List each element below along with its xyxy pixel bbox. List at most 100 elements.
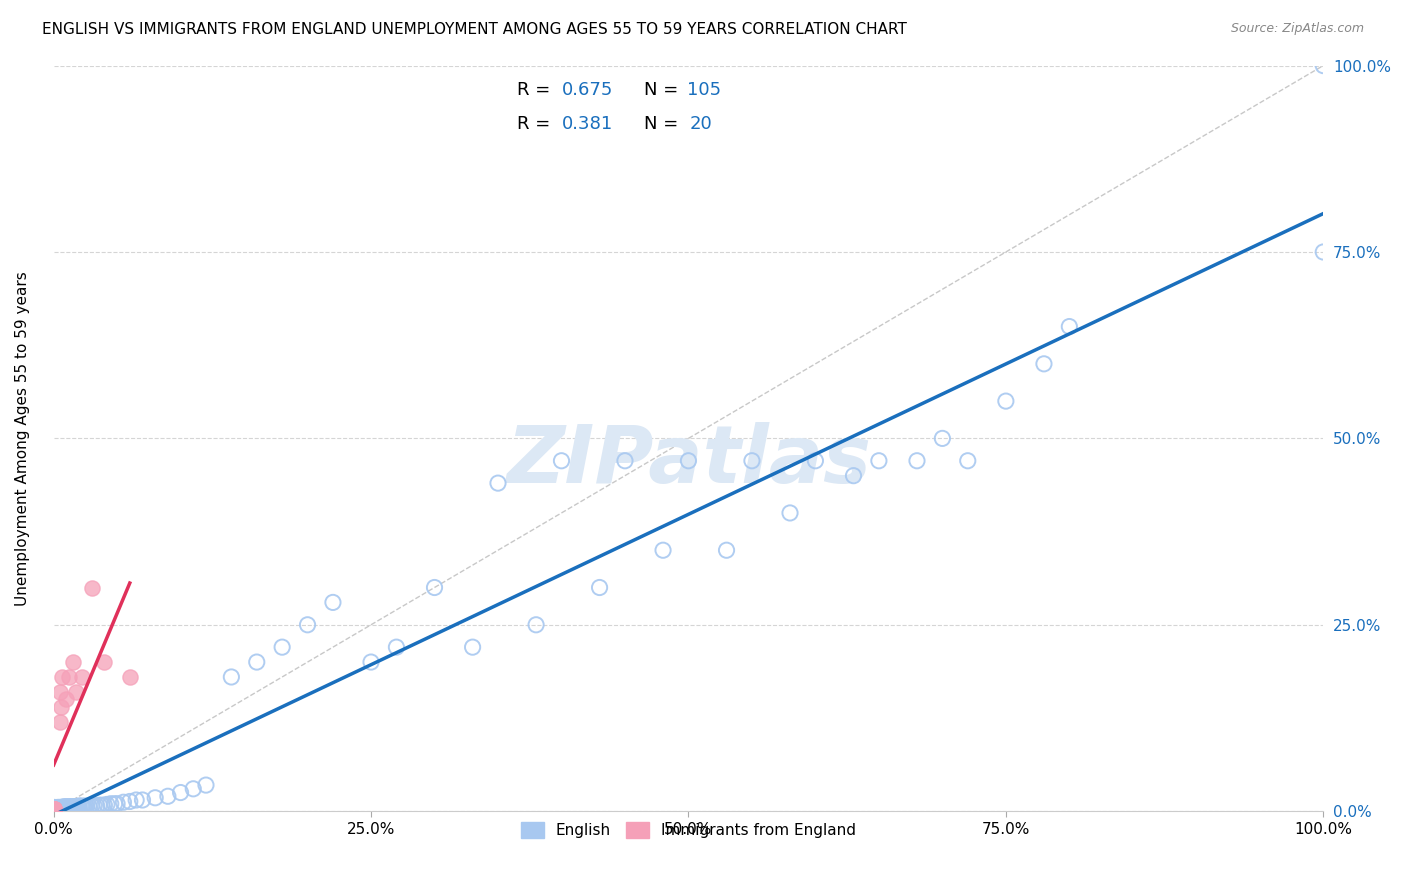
Point xyxy=(59,799,82,814)
Point xyxy=(42,802,65,816)
Point xyxy=(42,800,65,814)
Point xyxy=(48,800,70,814)
Point xyxy=(42,803,65,817)
Point xyxy=(49,685,72,699)
Point xyxy=(48,801,70,815)
Point xyxy=(42,802,65,816)
Point xyxy=(90,798,112,813)
Point xyxy=(42,804,65,818)
Point xyxy=(956,454,979,468)
Point xyxy=(42,802,65,816)
Legend: English, Immigrants from England: English, Immigrants from England xyxy=(515,816,862,845)
Text: 0.675: 0.675 xyxy=(561,81,613,99)
Y-axis label: Unemployment Among Ages 55 to 59 years: Unemployment Among Ages 55 to 59 years xyxy=(15,271,30,606)
Point xyxy=(42,803,65,817)
Point xyxy=(42,802,65,816)
Point xyxy=(994,394,1017,409)
Point xyxy=(360,655,382,669)
Text: ZIPatlas: ZIPatlas xyxy=(506,422,870,500)
Point xyxy=(779,506,801,520)
Point xyxy=(70,670,93,684)
Point xyxy=(59,801,82,815)
Point xyxy=(588,581,610,595)
Point xyxy=(51,801,73,815)
Point xyxy=(48,802,70,816)
Point xyxy=(63,800,86,814)
Point xyxy=(62,655,84,669)
Point xyxy=(75,799,97,814)
Point xyxy=(741,454,763,468)
Point xyxy=(49,803,72,817)
Point xyxy=(58,801,80,815)
Point xyxy=(80,581,103,595)
Point xyxy=(125,793,148,807)
Text: Source: ZipAtlas.com: Source: ZipAtlas.com xyxy=(1230,22,1364,36)
Point xyxy=(42,801,65,815)
Point xyxy=(51,802,73,816)
Point xyxy=(131,793,153,807)
Point xyxy=(181,781,204,796)
Point xyxy=(93,655,115,669)
Point xyxy=(65,685,87,699)
Point xyxy=(58,799,80,814)
Point xyxy=(461,640,484,655)
Point xyxy=(1312,245,1334,260)
Point xyxy=(42,802,65,816)
Point xyxy=(905,454,928,468)
Point xyxy=(246,655,269,669)
Point xyxy=(118,670,141,684)
Point xyxy=(96,797,118,812)
Point xyxy=(804,454,827,468)
Point xyxy=(66,800,89,814)
Point xyxy=(112,795,135,809)
Point xyxy=(63,799,86,814)
Point xyxy=(46,802,69,816)
Point xyxy=(52,799,75,814)
Point xyxy=(194,778,217,792)
Point xyxy=(60,800,83,814)
Point xyxy=(73,800,96,814)
Point xyxy=(55,801,77,815)
Point xyxy=(70,799,93,814)
Point xyxy=(1032,357,1054,371)
Point xyxy=(89,798,111,813)
Point xyxy=(385,640,408,655)
Point xyxy=(652,543,675,558)
Point xyxy=(42,802,65,816)
Point xyxy=(46,800,69,814)
Text: ENGLISH VS IMMIGRANTS FROM ENGLAND UNEMPLOYMENT AMONG AGES 55 TO 59 YEARS CORREL: ENGLISH VS IMMIGRANTS FROM ENGLAND UNEMP… xyxy=(42,22,907,37)
Point xyxy=(169,786,191,800)
Point xyxy=(83,799,105,814)
Point xyxy=(56,800,79,814)
Point xyxy=(49,801,72,815)
Point xyxy=(93,798,115,813)
Point xyxy=(52,800,75,814)
Point xyxy=(105,797,128,811)
Point xyxy=(86,799,108,814)
Point xyxy=(100,797,122,811)
Point xyxy=(678,454,700,468)
Point xyxy=(931,431,953,445)
Text: N =: N = xyxy=(644,81,683,99)
Point xyxy=(55,799,77,814)
Point xyxy=(42,802,65,816)
Point xyxy=(51,800,73,814)
Point xyxy=(55,692,77,706)
Point xyxy=(77,799,100,814)
Text: N =: N = xyxy=(644,115,683,133)
Point xyxy=(322,595,344,609)
Point xyxy=(271,640,294,655)
Point xyxy=(49,800,72,814)
Point xyxy=(53,801,76,815)
Point xyxy=(42,802,65,816)
Point xyxy=(118,795,141,809)
Text: 0.381: 0.381 xyxy=(561,115,613,133)
Text: 105: 105 xyxy=(688,81,721,99)
Point xyxy=(51,800,73,814)
Point xyxy=(842,468,865,483)
Text: R =: R = xyxy=(517,115,555,133)
Point xyxy=(65,801,87,815)
Point xyxy=(51,802,73,816)
Point xyxy=(67,799,90,814)
Point xyxy=(423,581,446,595)
